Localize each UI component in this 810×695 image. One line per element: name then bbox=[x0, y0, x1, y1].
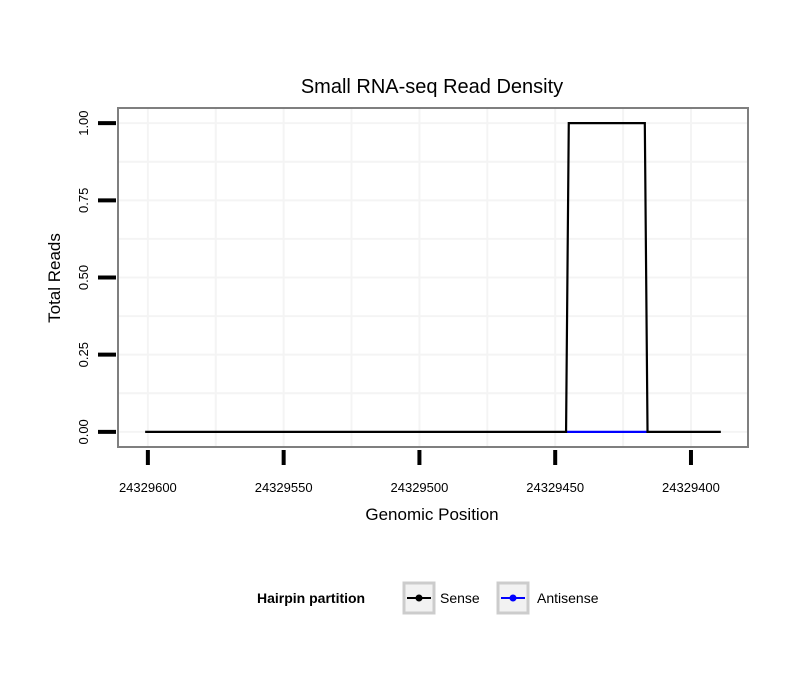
x-tick-label: 24329550 bbox=[255, 480, 313, 495]
legend-label-sense: Sense bbox=[440, 590, 480, 606]
y-axis-label: Total Reads bbox=[45, 233, 64, 323]
legend-label-antisense: Antisense bbox=[537, 590, 599, 606]
x-tick-label: 24329500 bbox=[391, 480, 449, 495]
x-axis-label: Genomic Position bbox=[365, 505, 498, 524]
legend-title: Hairpin partition bbox=[257, 590, 365, 606]
y-tick-label: 0.00 bbox=[76, 419, 91, 444]
y-tick-label: 0.50 bbox=[76, 265, 91, 290]
y-tick-label: 0.75 bbox=[76, 188, 91, 213]
legend-point-sense bbox=[415, 594, 423, 602]
series-group bbox=[145, 122, 721, 433]
legend-point-antisense bbox=[509, 594, 517, 602]
y-tick-label: 0.25 bbox=[76, 342, 91, 367]
y-axis: 0.00 0.25 0.50 0.75 1.00 bbox=[76, 110, 116, 445]
legend: Hairpin partition Sense Antisense bbox=[257, 581, 599, 615]
x-tick-label: 24329450 bbox=[526, 480, 584, 495]
series-line-sense bbox=[145, 122, 721, 433]
y-tick-label: 1.00 bbox=[76, 110, 91, 135]
chart-title: Small RNA-seq Read Density bbox=[301, 76, 563, 98]
x-tick-label: 24329400 bbox=[662, 480, 720, 495]
x-tick-label: 24329600 bbox=[119, 480, 177, 495]
x-axis: 24329600 24329550 24329500 24329450 24329400 bbox=[119, 450, 720, 495]
